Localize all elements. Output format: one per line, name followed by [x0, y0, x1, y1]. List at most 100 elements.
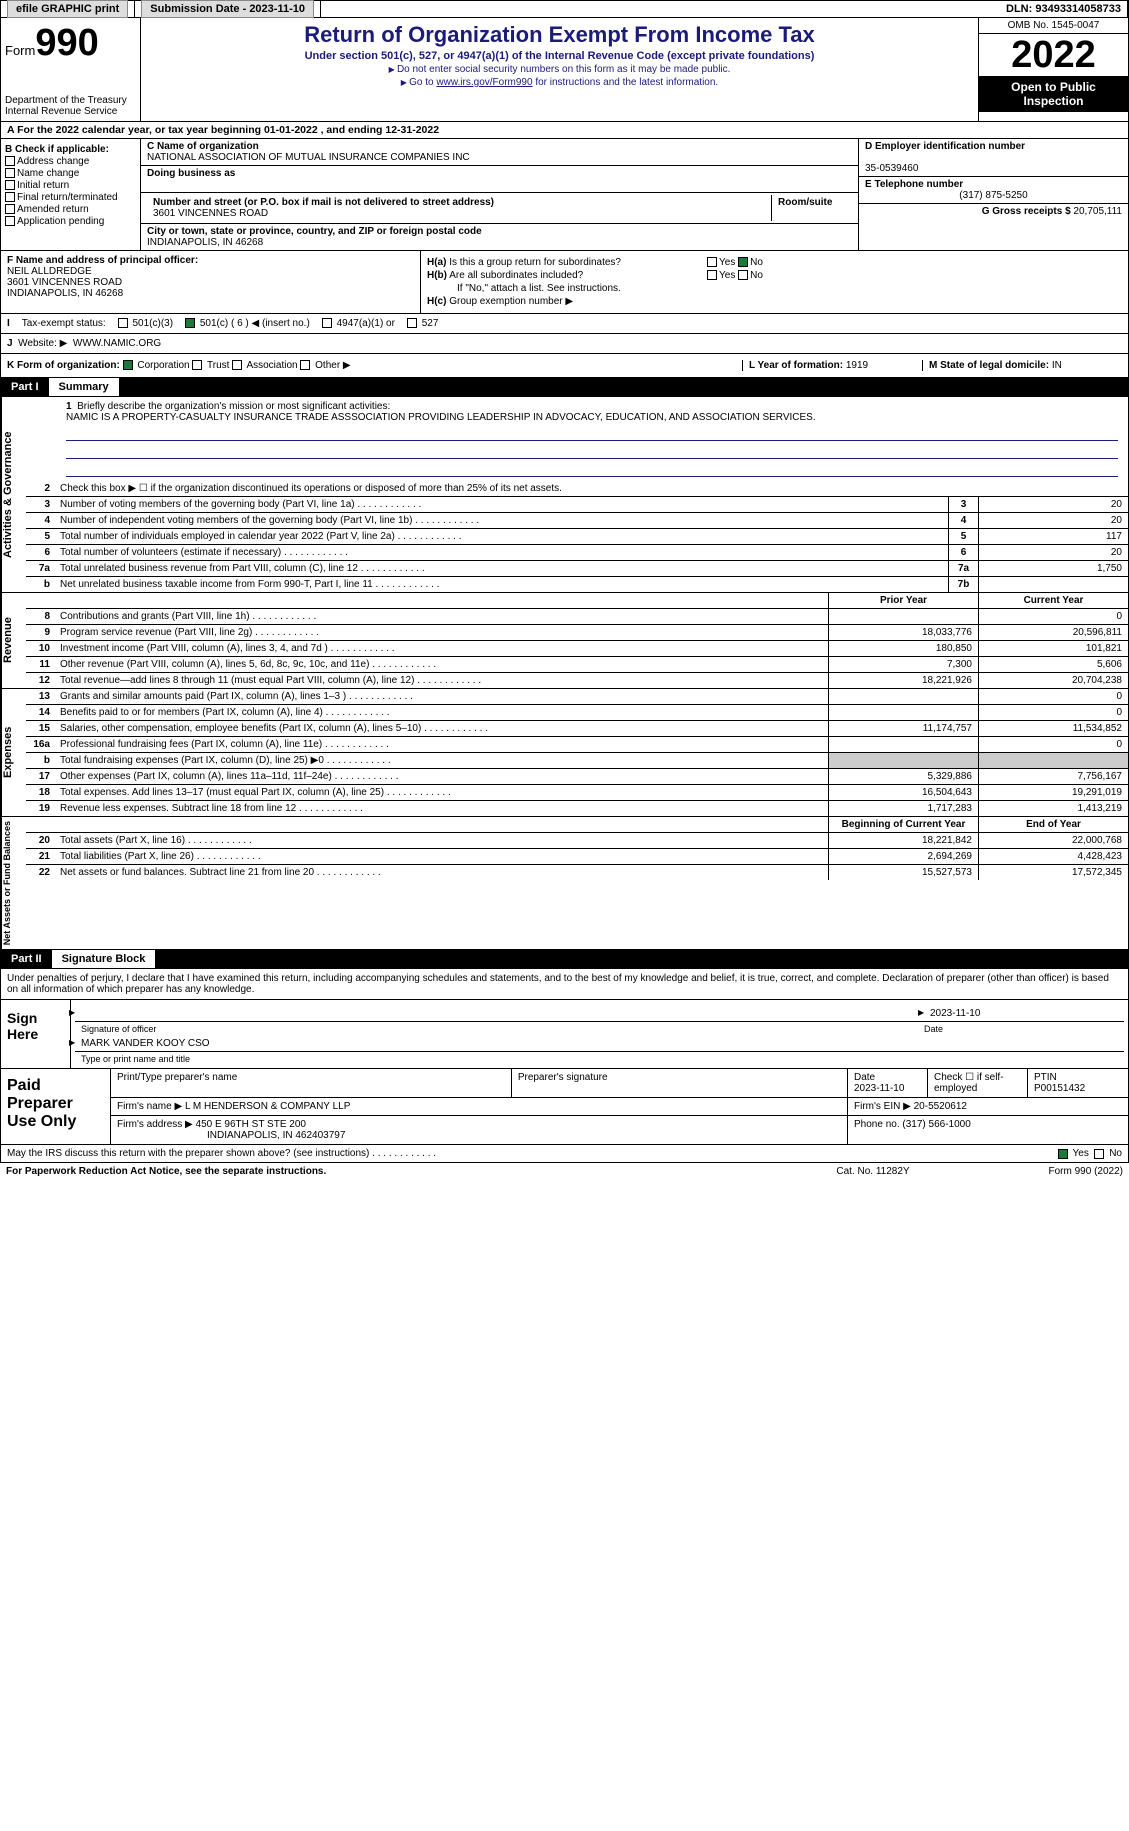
- efile-button[interactable]: efile GRAPHIC print: [7, 0, 128, 18]
- org-address: 3601 VINCENNES ROAD: [153, 208, 268, 219]
- check-final[interactable]: [5, 192, 15, 202]
- ck-501c[interactable]: [185, 318, 195, 328]
- website: WWW.NAMIC.ORG: [73, 338, 161, 349]
- val-3: 20: [978, 497, 1128, 512]
- section-d: D Employer identification number35-05394…: [858, 139, 1128, 250]
- table-row: 14Benefits paid to or for members (Part …: [26, 705, 1128, 721]
- expenses-section: Expenses 13Grants and similar amounts pa…: [0, 689, 1129, 817]
- check-initial[interactable]: [5, 180, 15, 190]
- table-row: 17Other expenses (Part IX, column (A), l…: [26, 769, 1128, 785]
- table-row: 19Revenue less expenses. Subtract line 1…: [26, 801, 1128, 816]
- omb-number: OMB No. 1545-0047: [979, 18, 1128, 34]
- row-k: K Form of organization: Corporation Trus…: [0, 354, 1129, 378]
- activities-governance: Activities & Governance 1 Briefly descri…: [0, 397, 1129, 593]
- telephone: (317) 875-5250: [865, 190, 1122, 201]
- check-name[interactable]: [5, 168, 15, 178]
- revenue-section: Revenue Prior YearCurrent Year 8Contribu…: [0, 593, 1129, 689]
- ck-4947[interactable]: [322, 318, 332, 328]
- form-title: Return of Organization Exempt From Incom…: [149, 22, 970, 48]
- table-row: 22Net assets or fund balances. Subtract …: [26, 865, 1128, 880]
- table-row: 18Total expenses. Add lines 13–17 (must …: [26, 785, 1128, 801]
- table-row: 16aProfessional fundraising fees (Part I…: [26, 737, 1128, 753]
- val-6: 20: [978, 545, 1128, 560]
- table-row: 12Total revenue—add lines 8 through 11 (…: [26, 673, 1128, 688]
- topbar: efile GRAPHIC print Submission Date - 20…: [0, 0, 1129, 18]
- ha-no[interactable]: [738, 257, 748, 267]
- ck-assoc[interactable]: [232, 360, 242, 370]
- prep-date: 2023-11-10: [854, 1083, 904, 1094]
- signer-name: MARK VANDER KOOY CSO: [75, 1036, 1124, 1052]
- footer-discuss: May the IRS discuss this return with the…: [0, 1145, 1129, 1163]
- section-c: C Name of organizationNATIONAL ASSOCIATI…: [141, 139, 858, 250]
- check-amended[interactable]: [5, 204, 15, 214]
- officer-name: NEIL ALLDREDGE: [7, 266, 414, 277]
- side-net: Net Assets or Fund Balances: [1, 817, 26, 949]
- form-number: Form990: [5, 22, 136, 65]
- section-b: B Check if applicable: Address change Na…: [1, 139, 141, 250]
- gross-receipts: 20,705,111: [1073, 206, 1122, 217]
- side-ag: Activities & Governance: [1, 397, 26, 592]
- ck-trust[interactable]: [192, 360, 202, 370]
- form-subtitle: Under section 501(c), 527, or 4947(a)(1)…: [149, 50, 970, 62]
- firm-addr2: INDIANAPOLIS, IN 462403797: [117, 1130, 345, 1141]
- check-address[interactable]: [5, 156, 15, 166]
- section-bcd: B Check if applicable: Address change Na…: [0, 139, 1129, 251]
- part1-header: Part ISummary: [0, 378, 1129, 397]
- signature-jurat: Under penalties of perjury, I declare th…: [0, 969, 1129, 1000]
- val-7b: [978, 577, 1128, 592]
- table-row: 21Total liabilities (Part X, line 26)2,6…: [26, 849, 1128, 865]
- sig-date: 2023-11-10: [924, 1006, 1124, 1022]
- hb-yes[interactable]: [707, 270, 717, 280]
- ck-501c3[interactable]: [118, 318, 128, 328]
- val-5: 117: [978, 529, 1128, 544]
- discuss-no[interactable]: [1094, 1149, 1104, 1159]
- ha-yes[interactable]: [707, 257, 717, 267]
- table-row: 9Program service revenue (Part VIII, lin…: [26, 625, 1128, 641]
- hb-no[interactable]: [738, 270, 748, 280]
- table-row: 15Salaries, other compensation, employee…: [26, 721, 1128, 737]
- check-pending[interactable]: [5, 216, 15, 226]
- inspection-label: Open to Public Inspection: [979, 76, 1128, 112]
- mission-text: NAMIC IS A PROPERTY-CASUALTY INSURANCE T…: [66, 412, 1118, 423]
- ck-corp[interactable]: [123, 360, 133, 370]
- table-row: 11Other revenue (Part VIII, column (A), …: [26, 657, 1128, 673]
- sign-here: Sign Here 2023-11-10 Signature of office…: [0, 1000, 1129, 1069]
- firm-name: L M HENDERSON & COMPANY LLP: [185, 1101, 350, 1112]
- mission-block: 1 Briefly describe the organization's mi…: [26, 397, 1128, 481]
- table-row: 10Investment income (Part VIII, column (…: [26, 641, 1128, 657]
- firm-ein: 20-5520612: [914, 1101, 967, 1112]
- form-header: Form990 Department of the Treasury Inter…: [0, 18, 1129, 122]
- ck-other[interactable]: [300, 360, 310, 370]
- ptin: P00151432: [1034, 1083, 1085, 1094]
- table-row: bTotal fundraising expenses (Part IX, co…: [26, 753, 1128, 769]
- irs-link[interactable]: www.irs.gov/Form990: [436, 77, 532, 88]
- note-link: Go to www.irs.gov/Form990 for instructio…: [149, 77, 970, 88]
- note-ssn: Do not enter social security numbers on …: [149, 64, 970, 75]
- section-f: F Name and address of principal officer:…: [1, 251, 421, 313]
- part2-header: Part IISignature Block: [0, 950, 1129, 969]
- ck-527[interactable]: [407, 318, 417, 328]
- firm-addr1: 450 E 96TH ST STE 200: [196, 1119, 306, 1130]
- val-4: 20: [978, 513, 1128, 528]
- dln-label: DLN: 93493314058733: [1000, 1, 1128, 17]
- form-ref: Form 990 (2022): [973, 1166, 1123, 1177]
- row-j: J Website: ▶ WWW.NAMIC.ORG: [0, 334, 1129, 354]
- org-name: NATIONAL ASSOCIATION OF MUTUAL INSURANCE…: [147, 152, 470, 163]
- footer-pra: For Paperwork Reduction Act Notice, see …: [0, 1163, 1129, 1180]
- ein: 35-0539460: [865, 163, 918, 174]
- tax-year: 2022: [979, 34, 1128, 76]
- submission-button[interactable]: Submission Date - 2023-11-10: [141, 0, 314, 18]
- table-row: 8Contributions and grants (Part VIII, li…: [26, 609, 1128, 625]
- table-row: 20Total assets (Part X, line 16)18,221,8…: [26, 833, 1128, 849]
- discuss-yes[interactable]: [1058, 1149, 1068, 1159]
- org-city: INDIANAPOLIS, IN 46268: [147, 237, 263, 248]
- dept-label: Department of the Treasury: [5, 95, 136, 106]
- firm-phone: (317) 566-1000: [902, 1119, 970, 1130]
- section-h: H(a) Is this a group return for subordin…: [421, 251, 1128, 313]
- year-formation: 1919: [846, 360, 868, 371]
- val-7a: 1,750: [978, 561, 1128, 576]
- paid-preparer: Paid Preparer Use Only Print/Type prepar…: [0, 1069, 1129, 1145]
- row-a-taxyear: A For the 2022 calendar year, or tax yea…: [0, 122, 1129, 139]
- side-exp: Expenses: [1, 689, 26, 816]
- side-rev: Revenue: [1, 593, 26, 688]
